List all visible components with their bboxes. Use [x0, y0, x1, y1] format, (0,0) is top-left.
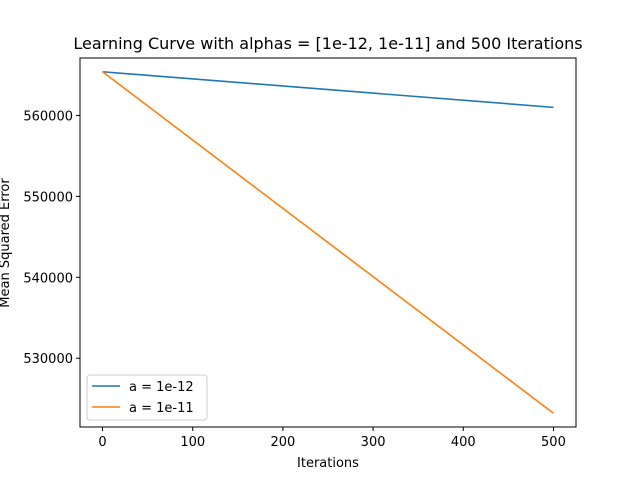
y-tick-label: 540000 — [23, 271, 73, 286]
x-tick-label: 200 — [270, 435, 295, 450]
legend-label: a = 1e-12 — [129, 380, 194, 395]
legend: a = 1e-12 a = 1e-11 — [86, 374, 208, 421]
y-tick-label: 550000 — [23, 190, 73, 205]
series-line-1 — [102, 70, 554, 109]
series-group — [102, 70, 554, 414]
x-tick-label: 100 — [180, 435, 205, 450]
x-axis-label: Iterations — [297, 456, 359, 471]
plot-area — [79, 57, 577, 428]
x-tick-label: 300 — [361, 435, 386, 450]
series-line-2 — [102, 71, 554, 414]
y-axis-label: Mean Squared Error — [0, 178, 13, 308]
x-tick-label: 400 — [451, 435, 476, 450]
x-tick-label: 0 — [98, 435, 106, 450]
x-tick-label: 500 — [541, 435, 566, 450]
y-tick-label: 530000 — [23, 352, 73, 367]
plot-frame — [79, 57, 577, 428]
y-tick-label: 560000 — [23, 109, 73, 124]
legend-label: a = 1e-11 — [129, 401, 194, 416]
axis-ticks: 0 100 200 300 400 500 530000 540000 550000 560000 — [23, 109, 566, 450]
chart-title: Learning Curve with alphas = [1e-12, 1e-… — [73, 34, 582, 53]
